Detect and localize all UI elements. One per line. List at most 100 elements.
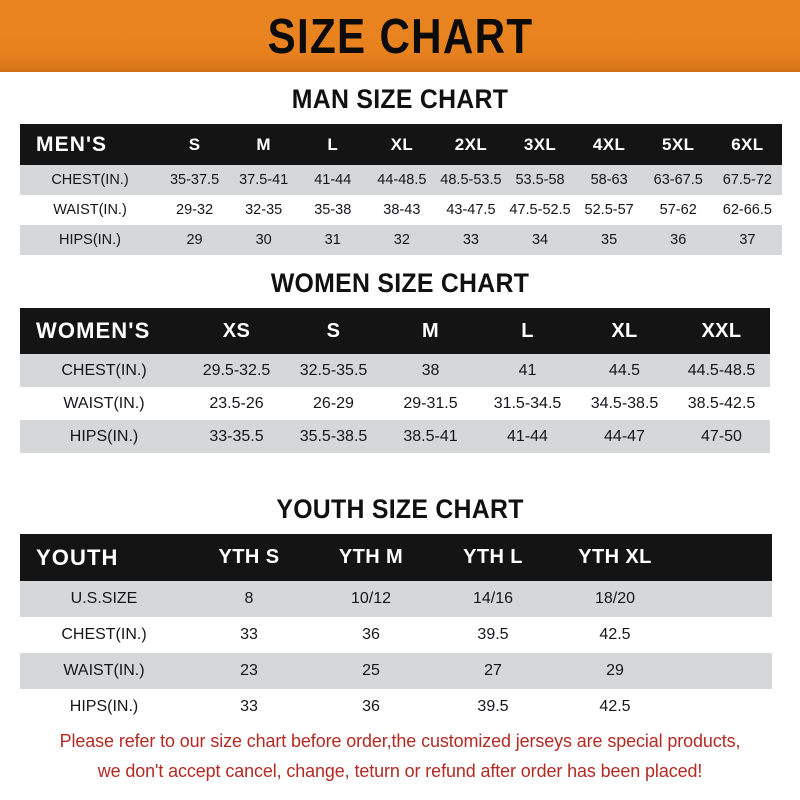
youth-cell-r1-c2: 10/12: [350, 590, 392, 607]
youth-cell-spacer: [676, 617, 772, 653]
men-size-header-4: XL: [390, 134, 414, 154]
order-policy-line-1: Please refer to our size chart before or…: [59, 730, 741, 751]
youth-size-header-1: YTH S: [218, 546, 280, 568]
youth-cell-spacer: [676, 653, 772, 689]
women-size-header-2: S: [326, 319, 341, 342]
men-cell-r1-c6: 53.5-58: [515, 172, 565, 188]
table-row: WAIST(IN.) 23.5-26 26-29 29-31.5 31.5-34.5 34…: [20, 387, 770, 420]
men-cell-r3-c5: 33: [462, 232, 479, 248]
men-header-label: MEN'S: [36, 132, 108, 156]
youth-cell-spacer: [676, 689, 772, 725]
youth-row-label: WAIST(IN.): [63, 662, 145, 679]
youth-cell-r3-c1: 23: [240, 662, 258, 679]
youth-cell-r2-c1: 33: [240, 626, 258, 643]
youth-cell-r1-c1: 8: [244, 590, 254, 607]
men-size-header-2: M: [256, 134, 271, 154]
women-cell-r3-c1: 33-35.5: [209, 427, 264, 445]
men-row-label: WAIST(IN.): [53, 202, 127, 218]
men-cell-r3-c9: 37: [739, 232, 756, 248]
women-size-header-3: M: [421, 319, 440, 342]
men-cell-r3-c1: 29: [186, 232, 203, 248]
men-cell-r1-c4: 44-48.5: [377, 172, 427, 188]
women-cell-r3-c4: 41-44: [507, 427, 548, 445]
youth-cell-r1-c3: 14/16: [472, 590, 514, 607]
table-row: CHEST(IN.) 33 36 39.5 42.5: [20, 617, 772, 653]
youth-row-label: CHEST(IN.): [61, 626, 147, 643]
women-size-header-5: XL: [611, 319, 638, 342]
page-banner: SIZE CHART: [0, 0, 800, 72]
table-row: HIPS(IN.) 33-35.5 35.5-38.5 38.5-41 41-44 44-…: [20, 420, 770, 453]
men-cell-r3-c8: 36: [670, 232, 687, 248]
women-header-row: WOMEN'S XS S M L XL XXL: [20, 308, 770, 354]
women-cell-r2-c5: 34.5-38.5: [590, 394, 659, 412]
men-cell-r1-c3: 41-44: [314, 172, 352, 188]
men-cell-r2-c7: 52.5-57: [584, 202, 634, 218]
women-cell-r3-c3: 38.5-41: [403, 427, 458, 445]
men-size-section: MAN SIZE CHART MEN'S S M L XL 2XL 3XL 4XL 5XL 6XL…: [0, 84, 800, 255]
youth-cell-r4-c2: 36: [362, 698, 380, 715]
men-size-header-8: 5XL: [662, 134, 695, 154]
men-cell-r2-c8: 57-62: [659, 202, 697, 218]
table-row: HIPS(IN.) 33 36 39.5 42.5: [20, 689, 772, 725]
youth-size-header-3: YTH L: [463, 546, 523, 568]
women-cell-r2-c3: 29-31.5: [403, 394, 458, 412]
women-cell-r2-c6: 38.5-42.5: [687, 394, 756, 412]
men-size-header-5: 2XL: [454, 134, 488, 154]
women-cell-r3-c6: 47-50: [701, 427, 742, 445]
men-cell-r3-c3: 31: [324, 232, 341, 248]
women-row-label: HIPS(IN.): [69, 427, 139, 445]
men-cell-r2-c5: 43-47.5: [446, 202, 496, 218]
men-cell-r2-c4: 38-43: [383, 202, 421, 218]
men-cell-r1-c9: 67.5-72: [722, 172, 772, 188]
men-cell-r3-c6: 34: [531, 232, 549, 248]
women-size-table: WOMEN'S XS S M L XL XXL CHEST(IN.) 29.5-32.5 32.5…: [20, 308, 770, 453]
youth-section-title: YOUTH SIZE CHART: [276, 494, 524, 524]
men-cell-r3-c4: 32: [393, 232, 410, 248]
men-cell-r2-c2: 32-35: [245, 202, 283, 218]
youth-cell-r4-c1: 33: [240, 698, 258, 715]
men-cell-r1-c7: 58-63: [590, 172, 628, 188]
men-cell-r1-c1: 35-37.5: [169, 172, 220, 188]
men-cell-r3-c7: 35: [601, 232, 618, 248]
youth-cell-r4-c3: 39.5: [477, 698, 509, 715]
youth-cell-r2-c4: 42.5: [599, 626, 631, 643]
youth-cell-r2-c3: 39.5: [477, 626, 509, 643]
men-size-header-3: L: [327, 134, 339, 154]
table-row: HIPS(IN.) 29 30 31 32 33 34 35 36 37: [20, 225, 782, 255]
youth-size-header-spacer: [676, 534, 772, 581]
men-header-row: MEN'S S M L XL 2XL 3XL 4XL 5XL 6XL: [20, 124, 782, 165]
women-row-label: CHEST(IN.): [61, 361, 147, 379]
men-cell-r2-c1: 29-32: [176, 202, 214, 218]
men-cell-r1-c8: 63-67.5: [653, 172, 703, 188]
youth-size-header-2: YTH M: [338, 546, 404, 568]
table-row: CHEST(IN.) 29.5-32.5 32.5-35.5 38 41 44.5 44.5…: [20, 354, 770, 387]
table-row: CHEST(IN.) 35-37.5 37.5-41 41-44 44-48.5 48.5…: [20, 165, 782, 195]
table-row: WAIST(IN.) 23 25 27 29: [20, 653, 772, 689]
order-policy-line-2: we don't accept cancel, change, teturn o…: [97, 760, 703, 781]
youth-header-row: YOUTH YTH S YTH M YTH L YTH XL: [20, 534, 772, 581]
youth-cell-spacer: [676, 581, 772, 617]
youth-size-header-4: YTH XL: [578, 546, 652, 568]
men-row-label: CHEST(IN.): [51, 172, 129, 188]
youth-cell-r3-c4: 29: [606, 662, 624, 679]
youth-size-section: YOUTH SIZE CHART YOUTH YTH S YTH M YTH L YTH…: [0, 494, 800, 725]
youth-cell-r4-c4: 42.5: [599, 698, 631, 715]
women-row-label: WAIST(IN.): [63, 394, 145, 412]
women-cell-r2-c1: 23.5-26: [209, 394, 264, 412]
women-section-title: WOMEN SIZE CHART: [270, 268, 530, 298]
youth-row-label: HIPS(IN.): [69, 698, 139, 715]
page-title: SIZE CHART: [267, 9, 533, 64]
men-size-header-6: 3XL: [523, 134, 557, 154]
men-size-table: MEN'S S M L XL 2XL 3XL 4XL 5XL 6XL CHEST(IN.) 35-37…: [20, 124, 782, 255]
women-cell-r1-c1: 29.5-32.5: [202, 361, 271, 379]
order-policy-note: Please refer to our size chart before or…: [0, 726, 800, 786]
women-size-section: WOMEN SIZE CHART WOMEN'S XS S M L XL XXL CHEST(…: [0, 268, 800, 453]
youth-cell-r1-c4: 18/20: [594, 590, 636, 607]
men-size-header-1: S: [188, 134, 201, 154]
women-size-header-1: XS: [222, 319, 251, 342]
table-row: WAIST(IN.) 29-32 32-35 35-38 38-43 43-47.5 47.…: [20, 195, 782, 225]
men-cell-r1-c2: 37.5-41: [239, 172, 289, 188]
table-row: U.S.SIZE 8 10/12 14/16 18/20: [20, 581, 772, 617]
youth-row-label: U.S.SIZE: [70, 590, 138, 607]
